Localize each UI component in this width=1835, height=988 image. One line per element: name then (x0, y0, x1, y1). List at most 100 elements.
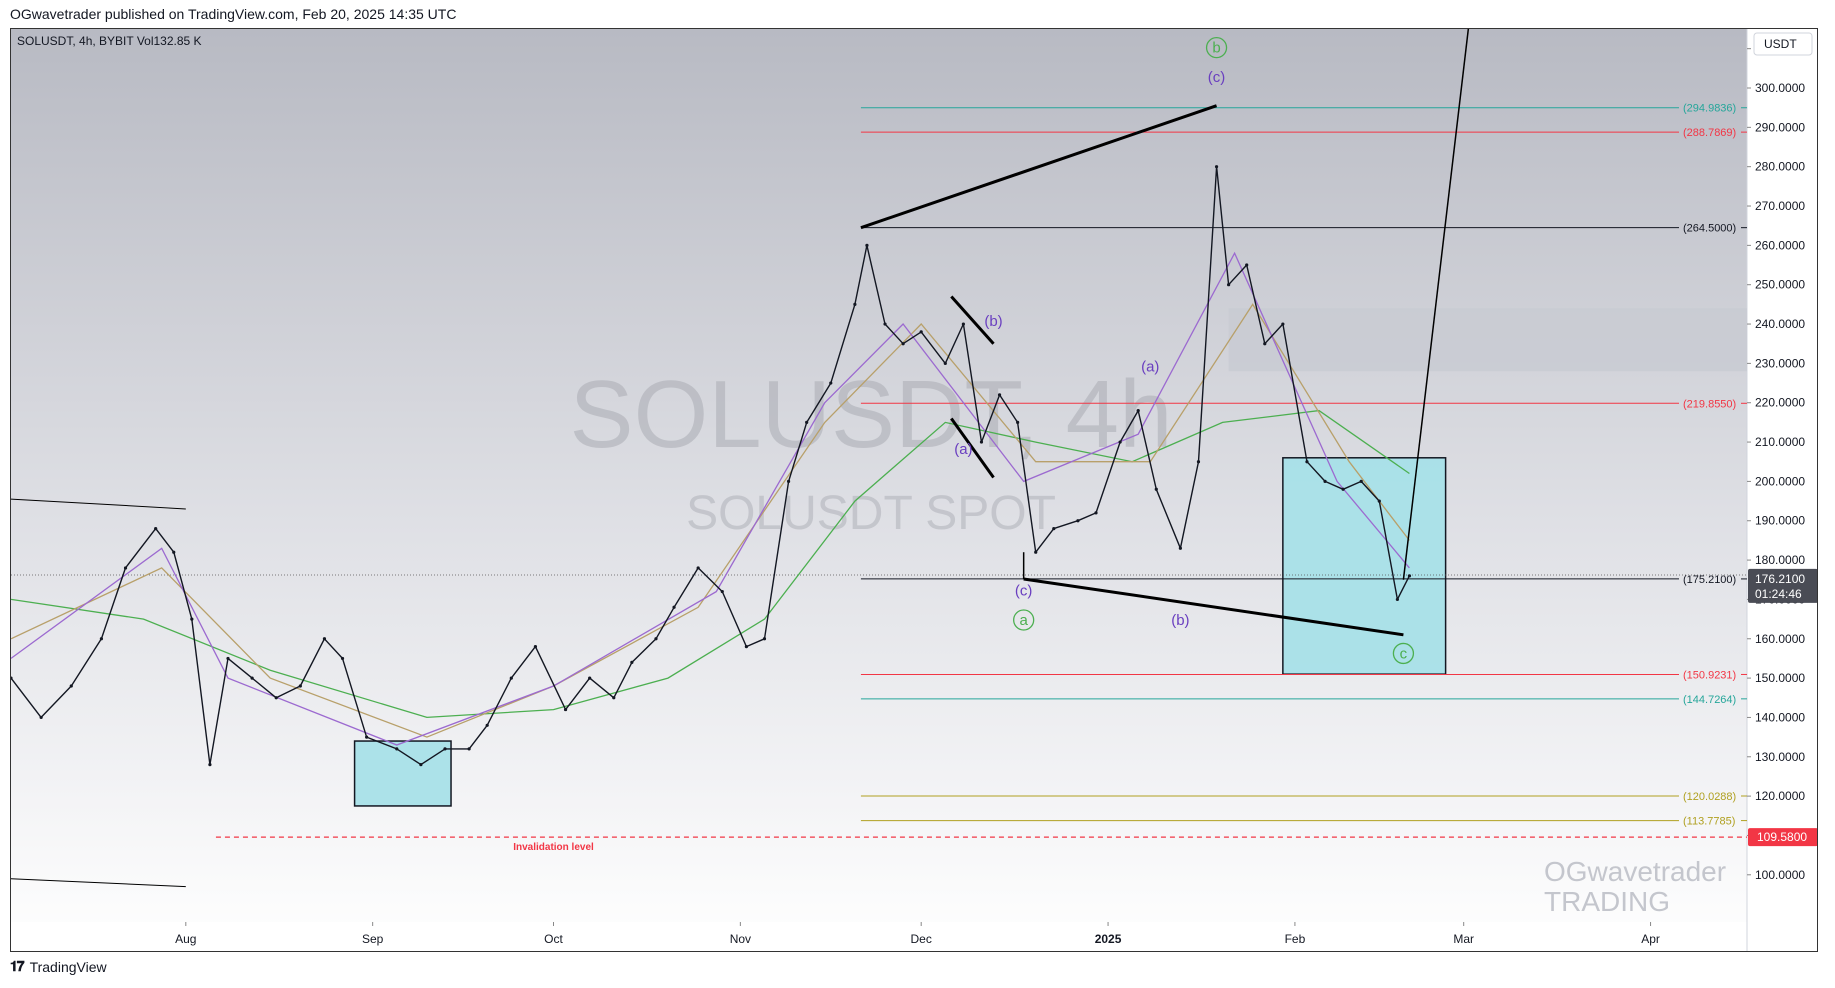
price-point (172, 550, 176, 554)
y-tick-label: 130.0000 (1755, 750, 1805, 764)
symbol-info: SOLUSDT, 4h, BYBIT Vol132.85 K (17, 34, 202, 48)
price-point (612, 696, 616, 700)
x-tick-label: Dec (911, 932, 932, 946)
price-chart[interactable]: SOLUSDT, 4h SOLUSDT SPOT OGwavetrader TR… (11, 29, 1818, 952)
trendlines-layer (11, 29, 1470, 888)
wave-label: (c) (1015, 582, 1033, 599)
publish-info: OGwavetrader published on TradingView.co… (10, 6, 457, 22)
price-point (829, 381, 833, 385)
price-point (190, 617, 194, 621)
wave-label-circle (1392, 642, 1415, 665)
price-point (943, 361, 947, 365)
price-point (11, 676, 13, 680)
price-point (1245, 263, 1249, 267)
price-point (1076, 519, 1080, 523)
price-point (226, 656, 230, 661)
price-point (786, 479, 791, 484)
price-point (865, 243, 869, 247)
current-price-value: 176.2100 (1755, 572, 1805, 586)
time-axis-background (11, 922, 1747, 951)
price-point (979, 440, 984, 444)
price-point (805, 420, 809, 424)
y-tick-label: 120.0000 (1755, 789, 1805, 803)
current-price-tag (1748, 568, 1817, 603)
trendline (11, 498, 186, 510)
price-point (1034, 550, 1038, 554)
price-point (1395, 597, 1399, 602)
price-point (762, 637, 767, 641)
price-point (443, 747, 447, 751)
x-tick-label: Sep (362, 932, 384, 946)
y-tick-label: 290.0000 (1755, 120, 1805, 134)
price-point (1227, 283, 1231, 287)
level-label: (120.0288) (1683, 791, 1736, 803)
y-tick-label: 220.0000 (1755, 396, 1805, 410)
current-price-countdown: 01:24:46 (1755, 587, 1802, 601)
price-point (467, 747, 471, 751)
watermark: SOLUSDT, 4h (570, 361, 1173, 468)
price-point (1136, 408, 1140, 413)
time-axis[interactable]: Aug Sep Oct Nov Dec 2025 Feb Mar Apr (175, 922, 1660, 946)
tradingview-logo-icon: 𝟏𝟕 (10, 958, 25, 974)
footer-brand: TradingView (29, 958, 107, 975)
price-point (961, 322, 965, 326)
price-point (1407, 574, 1412, 578)
price-point (853, 302, 857, 306)
price-point (1377, 499, 1381, 503)
price-point (997, 393, 1002, 397)
x-tick-label: Aug (175, 932, 196, 946)
price-point (1341, 487, 1345, 491)
price-point (340, 656, 345, 661)
price-point (485, 723, 489, 727)
price-point (1305, 460, 1309, 464)
price-point (208, 763, 212, 767)
price-point (588, 676, 592, 680)
zone-box (353, 740, 452, 807)
price-point (365, 735, 369, 739)
trendline (1402, 29, 1470, 580)
chart-frame[interactable]: SOLUSDT, 4h SOLUSDT SPOT OGwavetrader TR… (10, 28, 1818, 952)
moving-average-line (11, 409, 1410, 719)
y-tick-label: 160.0000 (1755, 632, 1805, 646)
price-point (919, 330, 923, 334)
currency-button[interactable]: USDT (1753, 32, 1813, 56)
levels-layer: (294.9836) (288.7869) (264.5000) (219.8550)… (11, 103, 1747, 853)
y-tick-label: 270.0000 (1755, 199, 1805, 213)
trendline (950, 417, 995, 479)
y-tick-label: 180.0000 (1755, 553, 1805, 567)
zones-layer (353, 308, 1747, 807)
trendline (11, 878, 186, 888)
level-label: (144.7264) (1683, 694, 1736, 706)
price-point (1359, 479, 1363, 484)
wave-label: (a) (954, 441, 972, 458)
price-point (1214, 165, 1219, 169)
x-tick-label: Oct (544, 932, 563, 946)
y-tick-label: 230.0000 (1755, 356, 1805, 370)
zone-box (1228, 308, 1747, 372)
price-point (69, 684, 73, 688)
trendline (950, 295, 995, 345)
wave-label: c (1400, 645, 1408, 662)
price-point (419, 763, 423, 767)
invalidation-price-value: 109.5800 (1757, 830, 1807, 844)
price-point (720, 589, 724, 594)
price-point (1094, 511, 1098, 515)
moving-averages-layer (11, 251, 1410, 746)
moving-average-line (11, 251, 1410, 746)
price-point (654, 637, 658, 641)
price-point (1154, 487, 1158, 491)
price-point (123, 566, 128, 570)
wave-label: (b) (984, 313, 1002, 330)
price-point (274, 696, 278, 700)
wave-label: (b) (1171, 612, 1189, 629)
price-point (696, 566, 700, 570)
x-tick-label: 2025 (1095, 932, 1122, 946)
currency-button-label: USDT (1764, 37, 1797, 51)
signature-line1: OGwavetrader (1544, 856, 1726, 887)
price-point (39, 715, 43, 720)
price-point (1178, 546, 1182, 550)
signature-line2: TRADING (1544, 886, 1670, 917)
price-layer (11, 165, 1412, 767)
price-axis-background (1747, 29, 1817, 951)
